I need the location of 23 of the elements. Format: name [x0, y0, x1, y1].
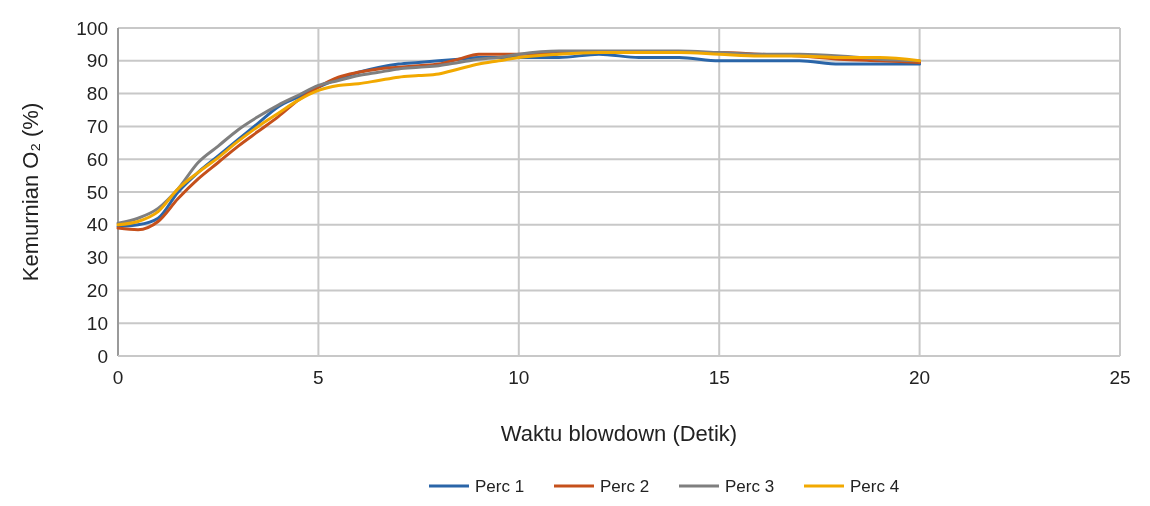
y-tick-label: 20 — [86, 280, 108, 302]
legend-label: Perc 1 — [475, 477, 525, 496]
y-tick-label: 80 — [86, 83, 108, 105]
x-tick-label: 15 — [708, 367, 730, 388]
legend-label: Perc 4 — [850, 477, 900, 496]
legend-label: Perc 2 — [600, 477, 650, 496]
y-tick-label: 100 — [76, 17, 108, 39]
x-tick-label: 5 — [313, 367, 324, 388]
y-tick-label: 30 — [86, 247, 108, 269]
x-tick-label: 25 — [1109, 367, 1131, 388]
x-axis-title: Waktu blowdown (Detik) — [500, 421, 738, 446]
y-tick-label: 60 — [86, 148, 108, 170]
x-tick-label: 0 — [112, 367, 124, 388]
y-tick-label: 40 — [86, 214, 108, 236]
y-tick-label: 70 — [86, 116, 108, 138]
y-tick-label: 90 — [86, 50, 108, 72]
y-axis-title: Kemurnian O₂ (%) — [18, 102, 43, 282]
y-tick-label: 0 — [97, 345, 108, 367]
y-tick-label: 10 — [86, 312, 108, 334]
x-tick-label: 10 — [508, 367, 530, 388]
y-tick-label: 50 — [86, 181, 108, 203]
legend-label: Perc 3 — [725, 477, 775, 496]
x-tick-label: 20 — [909, 367, 931, 388]
